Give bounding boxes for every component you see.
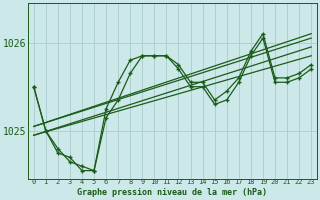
X-axis label: Graphe pression niveau de la mer (hPa): Graphe pression niveau de la mer (hPa) [77,188,268,197]
